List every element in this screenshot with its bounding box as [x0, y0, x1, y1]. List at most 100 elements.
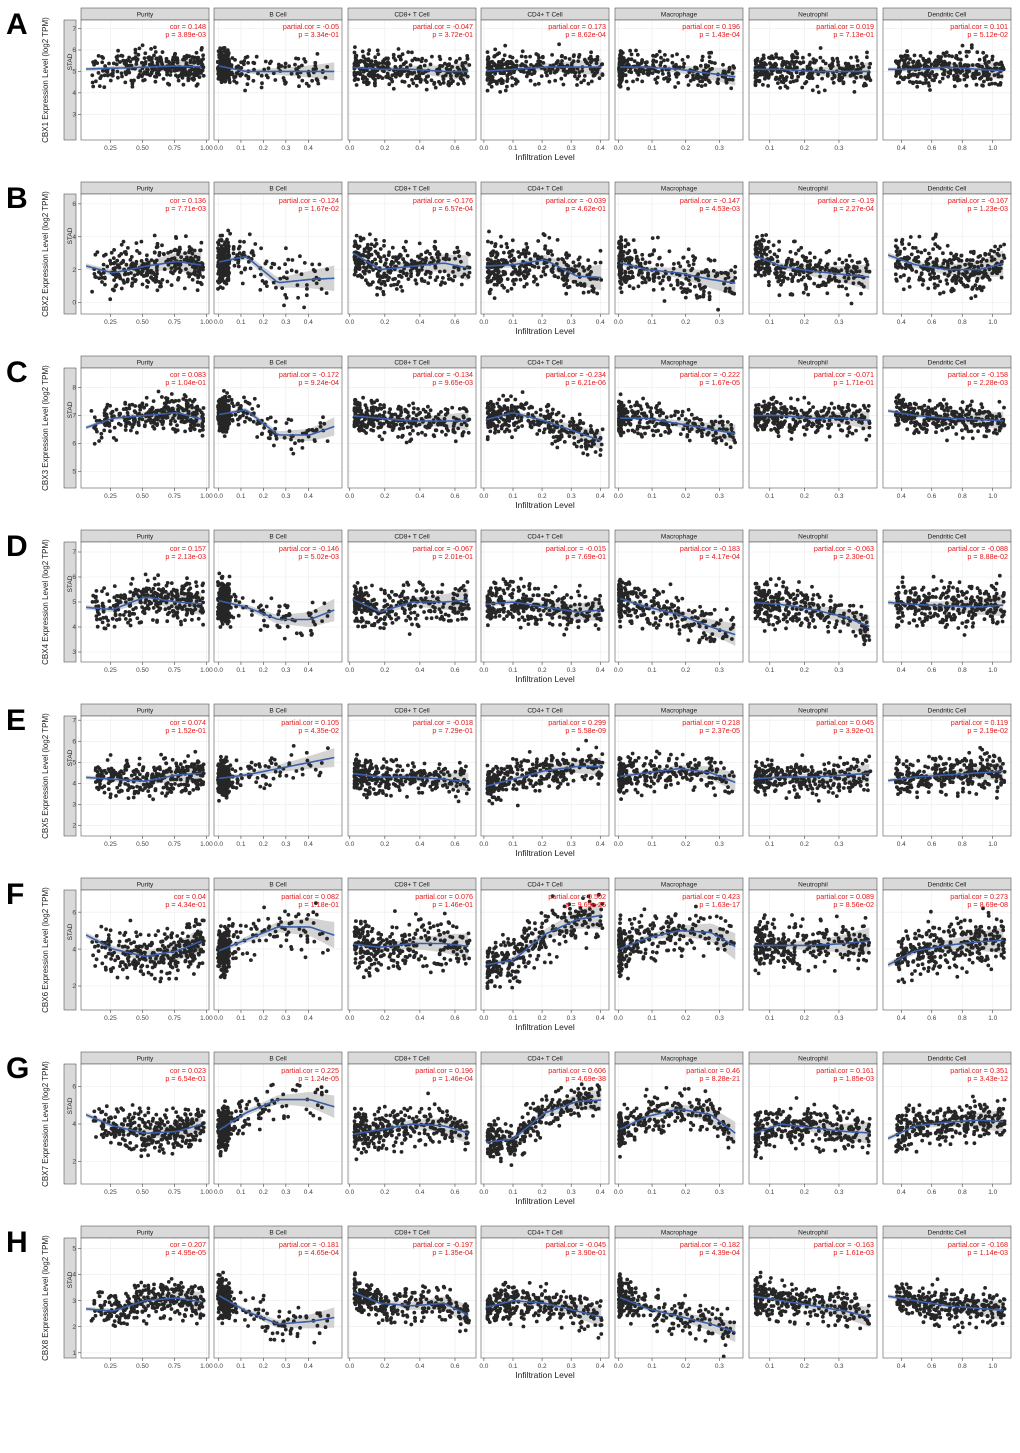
data-point	[160, 50, 165, 54]
data-point	[532, 254, 537, 258]
data-point	[543, 272, 548, 277]
data-point	[763, 76, 767, 81]
data-point	[121, 239, 126, 244]
data-point	[780, 62, 785, 67]
data-point	[410, 50, 414, 55]
data-point	[667, 276, 672, 280]
data-point	[844, 258, 849, 263]
p-value-label: p = 4.62e-01	[565, 204, 606, 213]
data-point	[125, 411, 130, 415]
data-point	[381, 274, 385, 279]
data-point	[939, 55, 943, 59]
data-point	[700, 58, 704, 63]
data-point	[698, 63, 703, 68]
data-point	[273, 78, 278, 82]
data-point	[675, 52, 679, 57]
data-point	[754, 260, 759, 265]
data-point	[181, 82, 186, 87]
data-point	[238, 73, 243, 78]
data-point	[654, 59, 659, 64]
data-point	[989, 255, 994, 259]
data-point	[186, 70, 191, 75]
x-tick-label: 0.3	[567, 319, 576, 326]
data-point	[195, 404, 200, 409]
data-point	[371, 69, 376, 74]
data-point	[814, 58, 818, 63]
data-point	[707, 297, 712, 302]
data-point	[136, 52, 141, 57]
data-point	[152, 233, 157, 238]
data-point	[108, 258, 112, 263]
data-point	[95, 61, 100, 65]
data-point	[518, 277, 523, 282]
data-point	[319, 287, 324, 291]
data-point	[488, 287, 493, 292]
data-point	[382, 243, 386, 248]
data-point	[151, 424, 155, 429]
data-point	[901, 76, 906, 81]
data-point	[172, 59, 176, 64]
data-point	[833, 267, 838, 272]
data-point	[417, 241, 422, 246]
data-point	[170, 406, 175, 411]
data-point	[492, 260, 496, 265]
data-point	[130, 261, 135, 266]
data-point	[996, 72, 1000, 76]
data-point	[154, 417, 159, 421]
data-point	[946, 74, 950, 79]
data-point	[652, 279, 656, 283]
data-point	[146, 280, 151, 284]
data-point	[199, 47, 204, 52]
x-tick-label: 0.1	[508, 145, 517, 152]
data-point	[907, 242, 911, 247]
data-point	[101, 56, 105, 60]
data-point	[844, 65, 849, 70]
data-point	[143, 51, 148, 56]
data-point	[812, 281, 817, 286]
data-point	[543, 246, 547, 251]
data-point	[510, 238, 515, 243]
data-point	[145, 253, 149, 258]
data-point	[765, 246, 769, 251]
data-point	[92, 62, 96, 67]
data-point	[198, 248, 202, 253]
data-point	[101, 69, 105, 73]
data-point	[220, 71, 225, 76]
data-point	[354, 83, 359, 87]
data-point	[696, 83, 700, 87]
data-point	[968, 258, 973, 262]
data-point	[709, 60, 714, 65]
data-point	[447, 257, 451, 262]
data-point	[108, 297, 113, 302]
data-point	[979, 75, 984, 80]
data-point	[219, 264, 224, 269]
data-point	[199, 282, 204, 287]
data-point	[928, 277, 933, 282]
data-point	[353, 74, 357, 78]
data-point	[595, 57, 600, 62]
data-point	[194, 50, 199, 55]
data-point	[984, 258, 989, 263]
data-point	[187, 73, 192, 77]
data-point	[428, 62, 433, 67]
data-point	[623, 271, 628, 275]
data-point	[976, 63, 980, 67]
data-point	[499, 244, 504, 249]
data-point	[974, 71, 979, 76]
data-point	[636, 72, 641, 77]
data-point	[149, 47, 154, 51]
data-point	[446, 63, 451, 68]
data-point	[404, 60, 408, 65]
data-point	[851, 281, 856, 286]
scatter-points	[90, 43, 206, 90]
data-point	[942, 59, 947, 64]
data-point	[153, 79, 158, 84]
data-point	[182, 286, 187, 291]
data-point	[390, 79, 395, 84]
data-point	[774, 63, 778, 67]
data-point	[980, 64, 984, 69]
y-tick-label: 4	[72, 234, 76, 241]
data-point	[510, 248, 515, 253]
data-point	[170, 256, 175, 261]
data-point	[765, 263, 770, 267]
